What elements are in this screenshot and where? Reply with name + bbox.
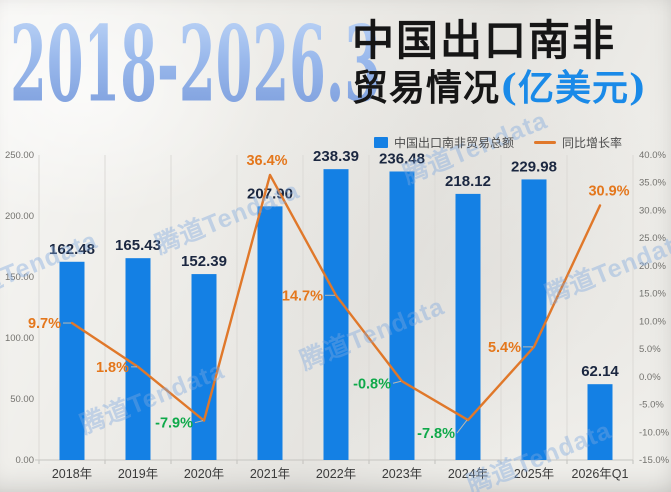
bar-value-label: 236.48 (379, 150, 425, 167)
bar-value-label: 62.14 (581, 363, 619, 380)
growth-rate-label: -0.8% (353, 376, 391, 392)
bar-series-label: 中国出口南非贸易总额 (394, 136, 515, 150)
trade-total-bar (521, 179, 547, 461)
trade-total-bar (257, 206, 283, 460)
right-axis-tick-label: 30.0% (639, 205, 666, 216)
growth-rate-label: 14.7% (282, 288, 323, 304)
title-year-range: 2018-2026.3 (10, 2, 381, 126)
x-axis-category-label: 2026年Q1 (572, 467, 629, 481)
left-axis-tick-label: 0.00 (16, 455, 35, 466)
growth-rate-label: 9.7% (28, 316, 61, 332)
right-axis-tick-label: 10.0% (639, 316, 666, 327)
line-series-swatch-icon (534, 141, 557, 144)
label-connector-line (194, 420, 204, 424)
trade-total-bar (59, 261, 85, 460)
right-axis-tick-label: 25.0% (639, 233, 666, 244)
bar-value-label: 238.39 (313, 148, 359, 165)
right-axis-tick-label: 20.0% (639, 261, 666, 272)
right-axis-tick-label: 15.0% (639, 289, 666, 300)
left-axis-tick-label: 100.00 (5, 333, 34, 344)
trade-total-bar (191, 274, 217, 460)
growth-rate-label: 1.8% (96, 360, 129, 376)
growth-rate-line (70, 173, 602, 422)
right-axis-tick-label: -5.0% (639, 400, 664, 411)
title-unit: (亿美元) (500, 67, 648, 110)
x-axis-category-label: 2018年 (52, 467, 92, 481)
trade-total-bar (125, 258, 151, 460)
bar-value-label: 165.43 (115, 237, 161, 254)
growth-rate-label: 5.4% (488, 340, 521, 356)
x-axis-category-label: 2024年 (448, 467, 488, 481)
right-axis-tick-label: -15.0% (639, 455, 670, 466)
x-axis-category-label: 2021年 (250, 467, 290, 481)
x-axis-category-label: 2023年 (382, 467, 422, 481)
x-axis-category-label: 2025年 (514, 467, 554, 481)
bar-value-label: 152.39 (181, 253, 227, 270)
right-axis-tick-label: -10.0% (639, 427, 670, 438)
growth-rate-label: -7.9% (155, 416, 193, 432)
x-axis-category-label: 2020年 (184, 467, 224, 481)
trade-total-bar (389, 171, 415, 461)
line-series-label: 同比增长率 (562, 136, 623, 150)
left-axis-tick-label: 200.00 (5, 211, 34, 222)
title-sub: 贸易情况 (352, 67, 501, 110)
label-connector-line (392, 380, 402, 384)
right-axis-tick-label: 40.0% (639, 150, 666, 161)
title-sub-row: 贸易情况(亿美元) (352, 66, 647, 111)
title-main: 中国出口南非 (352, 16, 617, 65)
bar-series-swatch-icon (374, 137, 388, 148)
bar-value-label: 229.98 (511, 158, 557, 175)
right-axis-tick-label: 0.0% (639, 372, 661, 383)
label-connector-line (456, 419, 468, 434)
trade-total-bar (323, 169, 349, 461)
growth-rate-label: -7.8% (417, 426, 455, 442)
header: 2018-2026.3 中国出口南非 贸易情况(亿美元) (0, 0, 671, 130)
title-block: 中国出口南非 贸易情况(亿美元) (352, 16, 647, 111)
right-axis-tick-label: 35.0% (639, 178, 666, 189)
left-axis-tick-label: 50.00 (10, 394, 34, 405)
right-axis-tick-label: 5.0% (639, 344, 661, 355)
x-axis-category-label: 2022年 (316, 467, 356, 481)
trade-total-bar (587, 384, 613, 460)
chart-legend: 中国出口南非贸易总额 同比增长率 (374, 134, 622, 151)
bar-value-label: 218.12 (445, 173, 491, 190)
growth-rate-label: 36.4% (246, 153, 287, 169)
bar-value-label: 162.48 (49, 241, 95, 258)
bar-value-label: 207.90 (247, 185, 293, 202)
left-axis-tick-label: 250.00 (5, 150, 34, 161)
left-axis-tick-label: 150.00 (5, 272, 34, 283)
growth-rate-label: 30.9% (588, 183, 629, 199)
x-axis-category-label: 2019年 (118, 467, 158, 481)
